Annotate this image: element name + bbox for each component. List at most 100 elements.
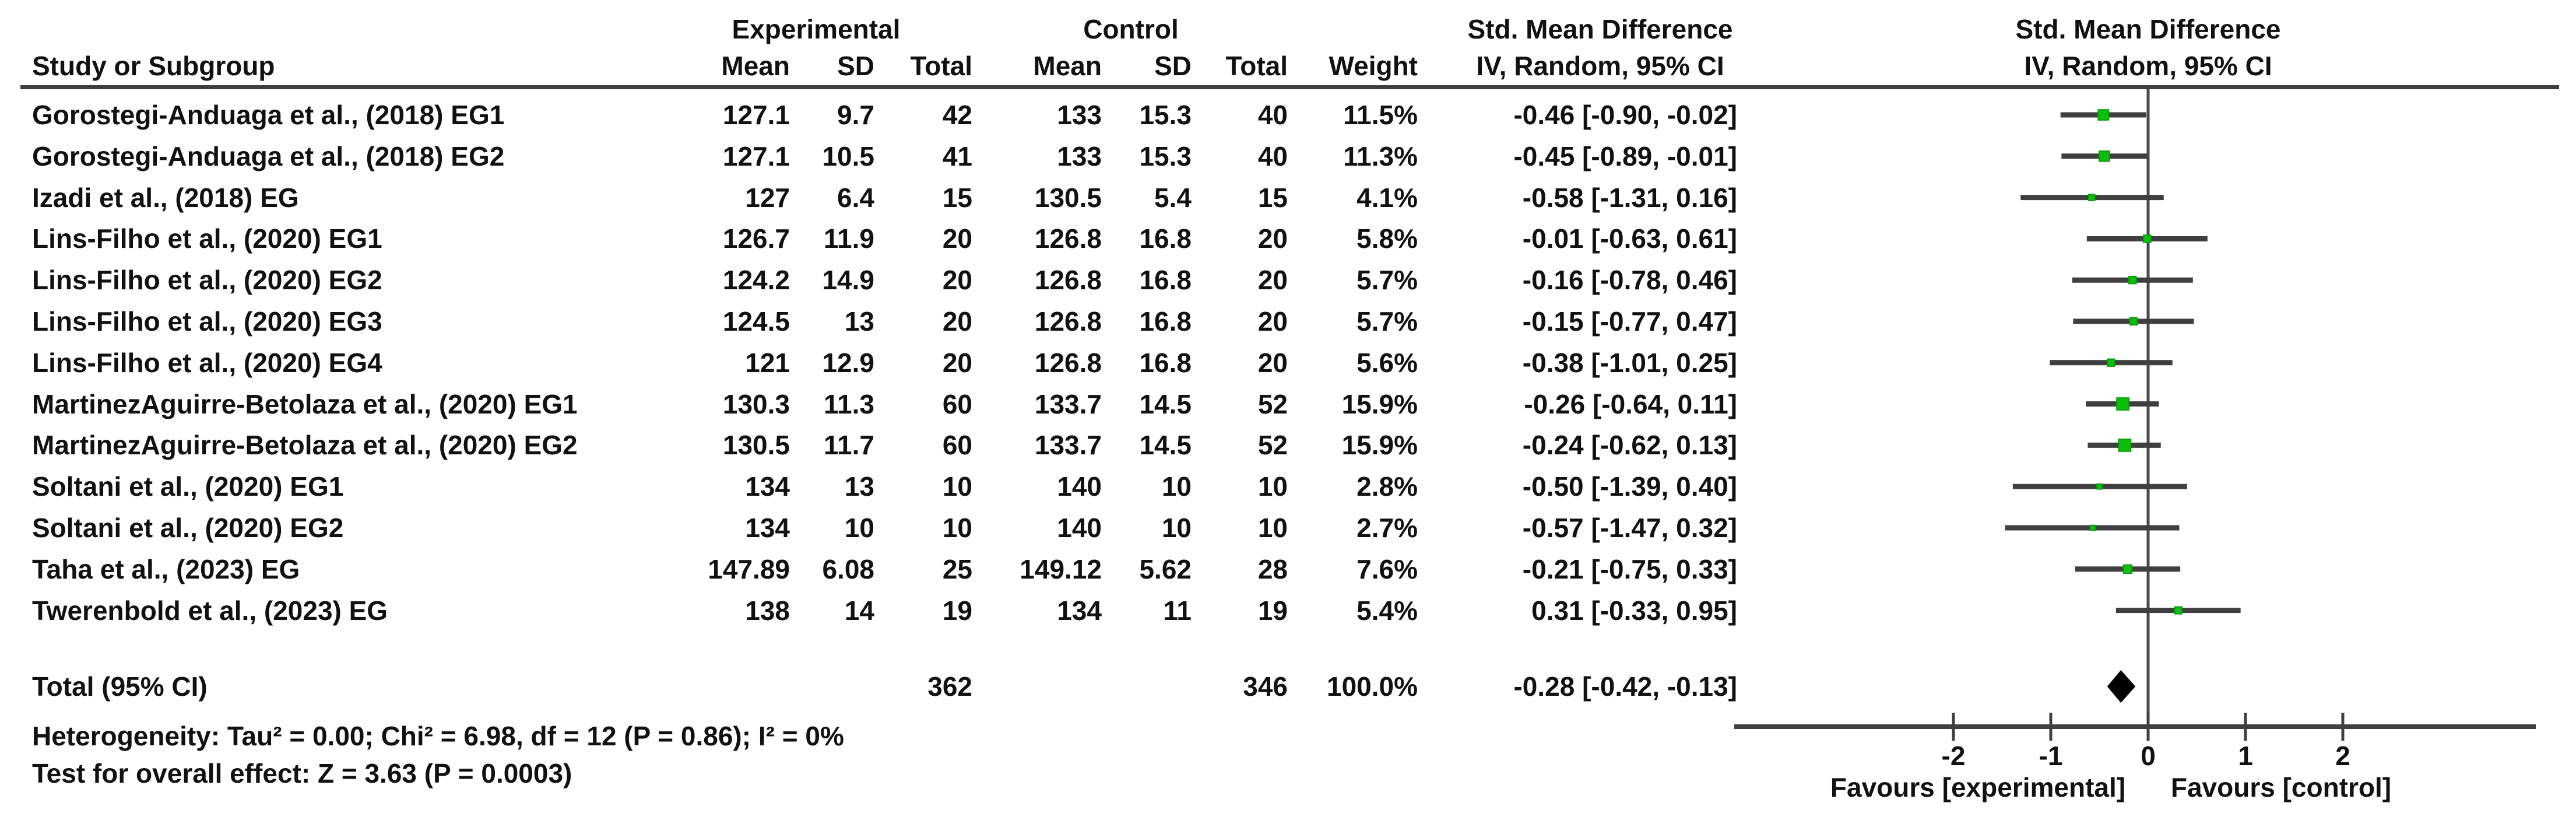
cell-ctl_mean: 133.7 xyxy=(1034,388,1102,419)
cell-exp_total: 60 xyxy=(942,388,972,419)
study-name: Gorostegi-Anduaga et al., (2018) EG2 xyxy=(32,141,505,171)
header-divider-line xyxy=(20,85,2559,89)
cell-ctl_sd: 15.3 xyxy=(1139,100,1192,130)
cell-exp_total: 20 xyxy=(942,223,972,254)
cell-ctl_total: 10 xyxy=(1257,471,1288,502)
cell-weight: 5.4% xyxy=(1356,595,1418,626)
study-name: Taha et al., (2023) EG xyxy=(32,553,300,584)
study-name: Soltani et al., (2020) EG2 xyxy=(32,513,344,543)
total-weight: 100.0% xyxy=(1326,671,1418,702)
header-smd-plot-sub: IV, Random, 95% CI xyxy=(2024,51,2272,81)
cell-exp_mean: 126.7 xyxy=(722,223,790,254)
study-name: Lins-Filho et al., (2020) EG1 xyxy=(32,223,382,254)
cell-exp_total: 10 xyxy=(942,513,972,543)
cell-exp_total: 42 xyxy=(942,100,972,130)
cell-ctl_sd: 10 xyxy=(1161,471,1192,502)
header-group-experimental: Experimental xyxy=(732,14,901,44)
cell-ctl_mean: 140 xyxy=(1057,471,1102,502)
cell-exp_sd: 14.9 xyxy=(822,265,874,296)
effect-marker xyxy=(2128,275,2137,285)
cell-exp_mean: 138 xyxy=(745,595,790,626)
cell-exp_mean: 130.3 xyxy=(722,388,790,419)
cell-weight: 5.6% xyxy=(1356,347,1418,378)
header-ctl-sd: SD xyxy=(1154,51,1192,81)
cell-ctl_sd: 16.8 xyxy=(1139,347,1192,378)
cell-ctl_sd: 16.8 xyxy=(1139,223,1192,254)
study-name: Gorostegi-Anduaga et al., (2018) EG1 xyxy=(32,100,505,130)
cell-exp_mean: 121 xyxy=(745,347,790,378)
header-ctl-total: Total xyxy=(1225,51,1288,81)
cell-ctl_mean: 133 xyxy=(1057,100,1102,130)
cell-ctl_total: 52 xyxy=(1257,388,1288,419)
summary-diamond xyxy=(2107,670,2136,703)
cell-ctl_sd: 5.62 xyxy=(1139,553,1192,584)
cell-ci_label: -0.57 [-1.47, 0.32] xyxy=(1522,513,1737,543)
favours-experimental-label: Favours [experimental] xyxy=(1830,772,2126,803)
cell-ci_label: -0.26 [-0.64, 0.11] xyxy=(1524,388,1737,419)
axis-tick-label: 0 xyxy=(2141,741,2156,771)
cell-ci_label: -0.01 [-0.63, 0.61] xyxy=(1522,223,1737,254)
cell-ctl_sd: 11 xyxy=(1163,595,1192,626)
cell-ctl_total: 20 xyxy=(1257,223,1288,254)
header-exp-sd: SD xyxy=(837,51,874,81)
cell-ctl_sd: 16.8 xyxy=(1139,265,1192,296)
study-name: MartinezAguirre-Betolaza et al., (2020) … xyxy=(32,430,578,461)
total-ctl-n: 346 xyxy=(1243,671,1288,702)
study-name: MartinezAguirre-Betolaza et al., (2020) … xyxy=(32,388,578,419)
header-smd-plot-title: Std. Mean Difference xyxy=(2015,14,2281,44)
cell-ctl_total: 20 xyxy=(1257,306,1288,337)
cell-weight: 4.1% xyxy=(1356,182,1418,213)
cell-exp_sd: 6.08 xyxy=(822,553,874,584)
effect-marker xyxy=(2116,397,2129,411)
study-name: Lins-Filho et al., (2020) EG2 xyxy=(32,265,382,296)
cell-ci_label: -0.46 [-0.90, -0.02] xyxy=(1513,100,1737,130)
cell-weight: 15.9% xyxy=(1341,430,1418,461)
cell-exp_sd: 13 xyxy=(844,471,874,502)
cell-ctl_mean: 126.8 xyxy=(1034,347,1102,378)
cell-exp_mean: 127 xyxy=(745,182,790,213)
cell-exp_sd: 14 xyxy=(844,595,874,626)
cell-ctl_sd: 14.5 xyxy=(1139,430,1192,461)
cell-exp_mean: 127.1 xyxy=(722,100,790,130)
favours-control-label: Favours [control] xyxy=(2170,772,2392,803)
cell-exp_total: 19 xyxy=(942,595,972,626)
effect-marker xyxy=(2118,439,2132,452)
cell-ci_label: -0.15 [-0.77, 0.47] xyxy=(1522,306,1737,337)
cell-ctl_total: 19 xyxy=(1257,595,1288,626)
cell-exp_mean: 134 xyxy=(745,471,790,502)
cell-exp_total: 15 xyxy=(942,182,972,213)
cell-ci_label: -0.21 [-0.75, 0.33] xyxy=(1522,553,1737,584)
cell-exp_mean: 130.5 xyxy=(722,430,790,461)
cell-ctl_sd: 15.3 xyxy=(1139,141,1192,171)
cell-exp_mean: 124.2 xyxy=(722,265,790,296)
cell-ctl_mean: 130.5 xyxy=(1034,182,1102,213)
total-exp-n: 362 xyxy=(927,671,972,702)
cell-exp_mean: 127.1 xyxy=(722,141,790,171)
cell-weight: 5.7% xyxy=(1356,265,1418,296)
cell-weight: 5.8% xyxy=(1356,223,1418,254)
cell-ctl_total: 20 xyxy=(1257,265,1288,296)
cell-ctl_mean: 126.8 xyxy=(1034,223,1102,254)
effect-marker xyxy=(2122,564,2133,574)
cell-exp_total: 41 xyxy=(942,141,972,171)
header-exp-total: Total xyxy=(910,51,972,81)
cell-ctl_mean: 126.8 xyxy=(1034,265,1102,296)
cell-exp_mean: 147.89 xyxy=(708,553,790,584)
cell-ci_label: -0.16 [-0.78, 0.46] xyxy=(1522,265,1737,296)
cell-weight: 2.7% xyxy=(1356,513,1418,543)
effect-marker xyxy=(2143,234,2152,243)
cell-ctl_mean: 133 xyxy=(1057,141,1102,171)
cell-exp_total: 20 xyxy=(942,347,972,378)
study-name: Izadi et al., (2018) EG xyxy=(32,182,299,213)
cell-exp_total: 25 xyxy=(942,553,972,584)
cell-weight: 2.8% xyxy=(1356,471,1418,502)
cell-weight: 15.9% xyxy=(1341,388,1418,419)
cell-weight: 11.3% xyxy=(1343,141,1418,171)
cell-exp_sd: 11.3 xyxy=(824,388,874,419)
cell-ci_label: -0.50 [-1.39, 0.40] xyxy=(1522,471,1737,502)
cell-exp_sd: 10.5 xyxy=(822,141,874,171)
axis-tick-label: 2 xyxy=(2335,741,2350,771)
cell-exp_sd: 11.9 xyxy=(824,223,874,254)
cell-ctl_mean: 126.8 xyxy=(1034,306,1102,337)
